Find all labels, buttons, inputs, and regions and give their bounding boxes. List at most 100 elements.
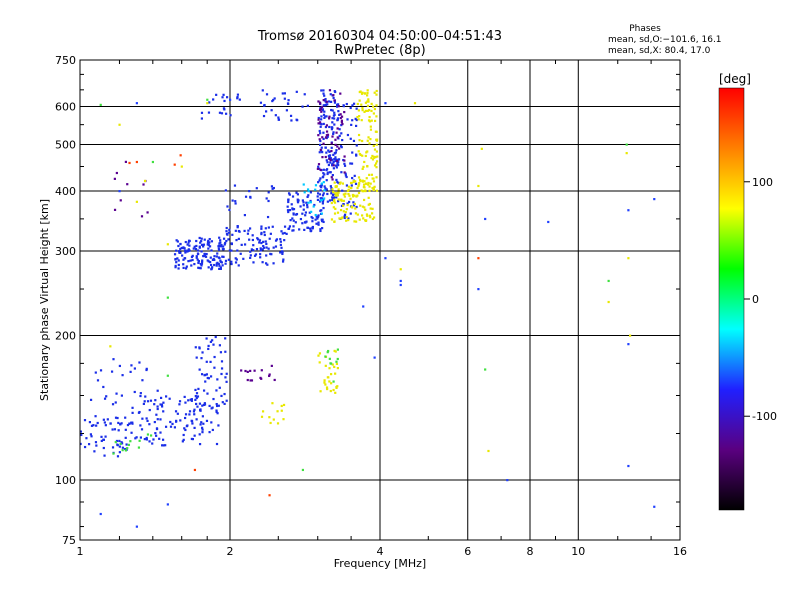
data-point xyxy=(249,369,252,373)
data-point xyxy=(217,245,220,248)
data-point xyxy=(329,93,332,96)
data-point xyxy=(337,164,340,167)
data-point xyxy=(343,171,346,174)
data-point xyxy=(208,241,211,244)
data-point xyxy=(215,442,219,446)
data-point xyxy=(317,100,320,103)
data-point xyxy=(366,104,370,107)
data-point xyxy=(105,395,108,398)
data-point xyxy=(103,397,107,400)
data-point xyxy=(140,428,144,431)
data-point xyxy=(201,404,204,407)
data-point xyxy=(169,420,172,424)
data-point xyxy=(146,433,150,436)
data-point xyxy=(230,262,233,266)
data-point xyxy=(547,220,550,224)
data-point xyxy=(139,436,142,439)
data-point xyxy=(207,260,210,263)
data-point xyxy=(332,190,335,194)
data-point xyxy=(327,349,330,353)
data-point xyxy=(314,218,317,221)
data-point xyxy=(138,410,141,414)
data-point xyxy=(319,197,322,200)
data-point xyxy=(323,185,326,188)
data-point xyxy=(138,361,141,364)
data-point xyxy=(368,185,371,188)
data-point xyxy=(350,184,353,187)
data-point xyxy=(355,220,358,223)
data-point xyxy=(330,128,334,131)
data-point xyxy=(334,350,337,353)
data-point xyxy=(188,410,192,413)
data-point xyxy=(334,192,337,195)
data-point xyxy=(328,150,331,153)
data-point xyxy=(161,444,164,447)
data-point xyxy=(166,296,169,299)
data-point xyxy=(266,215,270,219)
data-point xyxy=(329,157,332,160)
data-point xyxy=(288,208,292,212)
data-point xyxy=(367,136,370,139)
data-point xyxy=(330,126,333,129)
data-point xyxy=(131,411,134,414)
data-point xyxy=(149,434,153,437)
data-point xyxy=(124,447,127,451)
data-point xyxy=(215,255,218,258)
data-point xyxy=(268,374,271,378)
data-point xyxy=(322,168,325,171)
data-point xyxy=(268,416,271,419)
data-point xyxy=(195,418,198,421)
data-point xyxy=(357,184,360,188)
data-point xyxy=(220,245,223,248)
data-point xyxy=(326,192,329,196)
data-point xyxy=(255,187,258,190)
data-point xyxy=(252,244,255,247)
data-point xyxy=(216,252,219,255)
data-point xyxy=(149,399,153,402)
data-point xyxy=(217,247,220,250)
data-point xyxy=(144,395,147,398)
data-point xyxy=(333,99,336,102)
data-point xyxy=(272,246,275,249)
data-point xyxy=(369,137,372,141)
data-point xyxy=(199,241,202,244)
data-point xyxy=(371,207,374,210)
data-point xyxy=(135,102,138,105)
data-point xyxy=(195,396,198,400)
data-point xyxy=(322,113,326,116)
data-point xyxy=(370,109,373,113)
data-point xyxy=(357,191,361,195)
data-point xyxy=(332,131,335,134)
data-point xyxy=(340,119,344,122)
data-point xyxy=(196,258,199,261)
data-point xyxy=(316,215,320,219)
data-point xyxy=(274,245,278,248)
data-point xyxy=(328,155,331,158)
data-point xyxy=(320,218,323,221)
data-point xyxy=(236,97,239,100)
data-point xyxy=(332,153,335,156)
data-point xyxy=(325,134,328,137)
data-point xyxy=(225,239,228,243)
data-point xyxy=(223,243,226,246)
data-point xyxy=(336,117,340,120)
data-point xyxy=(368,173,371,176)
data-point xyxy=(173,163,176,166)
data-point xyxy=(203,254,207,258)
data-point xyxy=(369,182,372,185)
data-point xyxy=(334,185,337,188)
data-point xyxy=(384,102,387,105)
data-point xyxy=(119,423,122,426)
data-point xyxy=(336,145,339,148)
data-point xyxy=(367,108,371,112)
data-point xyxy=(162,410,165,413)
data-point xyxy=(367,181,370,185)
data-point xyxy=(307,189,310,193)
data-point xyxy=(243,229,246,233)
x-tick-label: 8 xyxy=(527,545,534,558)
data-point xyxy=(340,115,344,118)
data-point xyxy=(301,468,305,472)
data-point xyxy=(193,245,196,248)
data-point xyxy=(355,144,358,147)
data-point xyxy=(220,261,223,264)
